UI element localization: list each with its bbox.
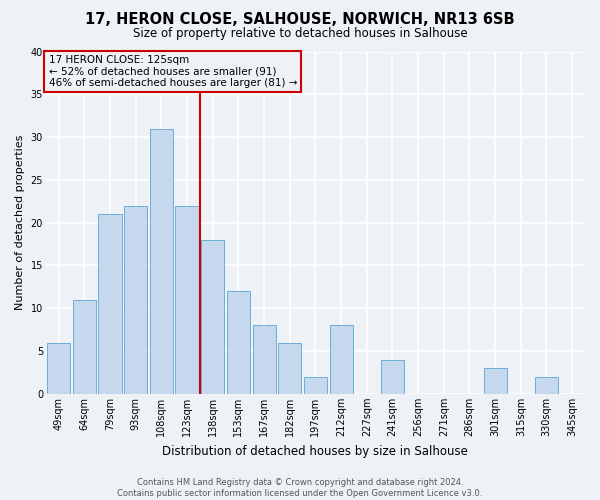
Bar: [201, 240, 224, 394]
Text: 17 HERON CLOSE: 125sqm
← 52% of detached houses are smaller (91)
46% of semi-det: 17 HERON CLOSE: 125sqm ← 52% of detached…: [49, 55, 297, 88]
X-axis label: Distribution of detached houses by size in Salhouse: Distribution of detached houses by size …: [163, 444, 469, 458]
Bar: [175, 206, 199, 394]
Bar: [150, 128, 173, 394]
Bar: [329, 326, 353, 394]
Text: Size of property relative to detached houses in Salhouse: Size of property relative to detached ho…: [133, 28, 467, 40]
Bar: [124, 206, 147, 394]
Bar: [73, 300, 96, 394]
Bar: [98, 214, 122, 394]
Bar: [535, 377, 558, 394]
Y-axis label: Number of detached properties: Number of detached properties: [15, 135, 25, 310]
Bar: [47, 342, 70, 394]
Bar: [253, 326, 275, 394]
Text: Contains HM Land Registry data © Crown copyright and database right 2024.
Contai: Contains HM Land Registry data © Crown c…: [118, 478, 482, 498]
Text: 17, HERON CLOSE, SALHOUSE, NORWICH, NR13 6SB: 17, HERON CLOSE, SALHOUSE, NORWICH, NR13…: [85, 12, 515, 28]
Bar: [227, 291, 250, 394]
Bar: [278, 342, 301, 394]
Bar: [381, 360, 404, 394]
Bar: [304, 377, 327, 394]
Bar: [484, 368, 506, 394]
